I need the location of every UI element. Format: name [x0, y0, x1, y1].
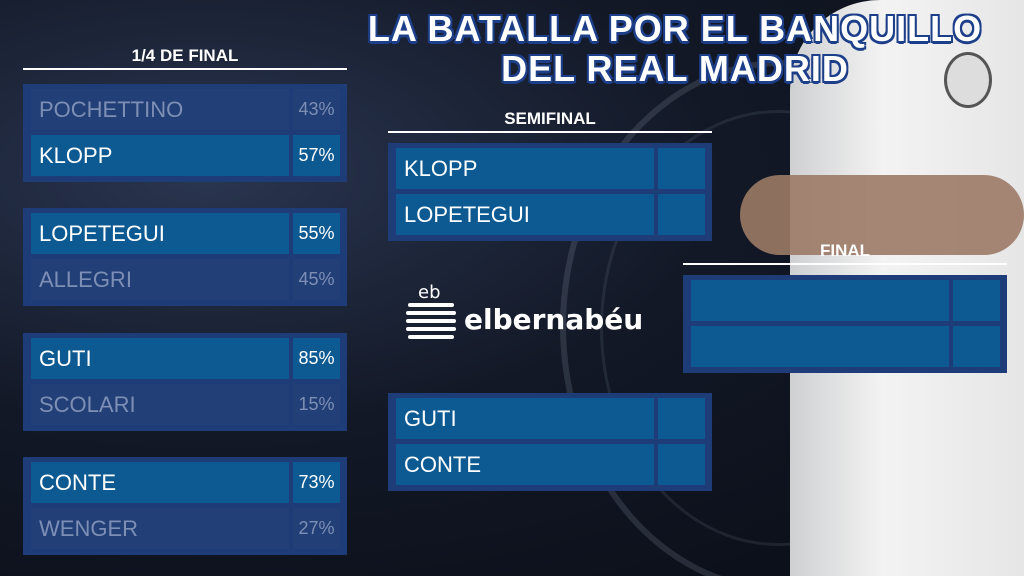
quarter-match-2: LOPETEGUI 55% ALLEGRI 45% [23, 208, 347, 306]
vote-percent [658, 398, 705, 439]
contestant-name: KLOPP [31, 135, 289, 176]
title-line-1: LA BATALLA POR EL BANQUILLO [367, 8, 983, 49]
vote-percent [658, 194, 705, 235]
vote-percent: 45% [293, 259, 340, 300]
contestant-name: ALLEGRI [31, 259, 289, 300]
vote-percent [953, 280, 1000, 321]
vote-percent: 43% [293, 89, 340, 130]
final-header: FINAL [683, 241, 1007, 265]
semi-match-1: KLOPP LOPETEGUI [388, 143, 712, 241]
contestant-name: LOPETEGUI [396, 194, 654, 235]
svg-text:elbernabéu: elbernabéu [464, 303, 643, 336]
contestant-name: SCOLARI [31, 384, 289, 425]
title-line-2: DEL REAL MADRID [501, 48, 849, 89]
elbernabeu-logo-icon: eb elbernabéu [406, 282, 643, 339]
quarter-match-3: GUTI 85% SCOLARI 15% [23, 333, 347, 431]
contestant-name: CONTE [396, 444, 654, 485]
quarter-match-4: CONTE 73% WENGER 27% [23, 457, 347, 555]
contestant-name: GUTI [396, 398, 654, 439]
vote-percent: 85% [293, 338, 340, 379]
contestant-name [691, 326, 949, 367]
vote-percent [658, 444, 705, 485]
quarter-header: 1/4 DE FINAL [23, 46, 347, 70]
vote-percent: 73% [293, 462, 340, 503]
coach-arms [740, 175, 1024, 255]
contestant-name: POCHETTINO [31, 89, 289, 130]
quarter-match-1: POCHETTINO 43% KLOPP 57% [23, 84, 347, 182]
contestant-name: CONTE [31, 462, 289, 503]
svg-text:eb: eb [418, 282, 441, 303]
real-madrid-badge-icon [944, 52, 992, 108]
final-match-1 [683, 275, 1007, 373]
vote-percent: 15% [293, 384, 340, 425]
vote-percent [953, 326, 1000, 367]
contestant-name [691, 280, 949, 321]
vote-percent: 55% [293, 213, 340, 254]
contestant-name: KLOPP [396, 148, 654, 189]
vote-percent: 27% [293, 508, 340, 549]
semi-header: SEMIFINAL [388, 109, 712, 133]
elbernabeu-logo: eb elbernabéu [406, 282, 656, 347]
contestant-name: WENGER [31, 508, 289, 549]
contestant-name: LOPETEGUI [31, 213, 289, 254]
vote-percent [658, 148, 705, 189]
contestant-name: GUTI [31, 338, 289, 379]
semi-match-2: GUTI CONTE [388, 393, 712, 491]
vote-percent: 57% [293, 135, 340, 176]
